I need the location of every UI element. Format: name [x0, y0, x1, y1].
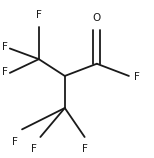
- Text: F: F: [2, 67, 8, 77]
- Text: F: F: [82, 144, 88, 154]
- Text: F: F: [12, 137, 18, 147]
- Text: O: O: [93, 12, 101, 23]
- Text: F: F: [36, 10, 41, 20]
- Text: F: F: [134, 72, 140, 82]
- Text: F: F: [31, 144, 37, 154]
- Text: F: F: [2, 42, 8, 52]
